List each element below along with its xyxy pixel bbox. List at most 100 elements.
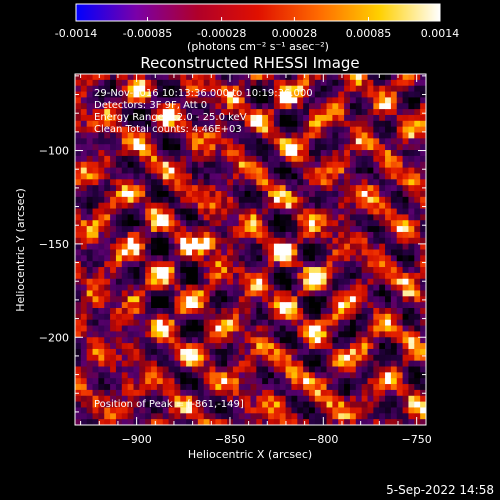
heatmap-cell: [355, 79, 363, 87]
heatmap-cell: [320, 179, 327, 186]
heatmap-cell: [385, 144, 392, 151]
heatmap-cell: [174, 343, 181, 350]
heatmap-cell: [303, 103, 310, 110]
heatmap-cell: [332, 267, 339, 274]
heatmap-cell: [180, 79, 187, 87]
heatmap-cell: [256, 74, 263, 81]
heatmap-cell: [332, 296, 339, 303]
heatmap-cell: [209, 395, 216, 402]
heatmap-cell: [355, 208, 363, 215]
heatmap-cell: [349, 103, 357, 110]
heatmap-cell: [232, 378, 240, 385]
heatmap-cell: [320, 249, 327, 256]
heatmap-cell: [168, 231, 175, 239]
heatmap-cell: [232, 372, 240, 379]
heatmap-cell: [186, 407, 193, 414]
heatmap-cell: [145, 226, 152, 233]
heatmap-cell: [396, 267, 403, 274]
heatmap-cell: [86, 395, 93, 402]
heatmap-cell: [162, 155, 169, 163]
heatmap-cell: [203, 231, 210, 239]
heatmap-cell: [420, 150, 426, 157]
heatmap-cell: [408, 202, 415, 209]
heatmap-cell: [279, 419, 286, 425]
heatmap-cell: [156, 302, 164, 309]
heatmap-cell: [332, 138, 339, 145]
heatmap-cell: [256, 114, 263, 122]
heatmap-cell: [256, 237, 263, 245]
heatmap-cell: [80, 331, 88, 338]
heatmap-cell: [227, 255, 234, 262]
heatmap-cell: [349, 74, 357, 81]
heatmap-cell: [250, 366, 257, 373]
heatmap-cell: [115, 419, 123, 425]
heatmap-cell: [332, 161, 339, 168]
heatmap-cell: [162, 308, 169, 315]
heatmap-cell: [186, 97, 193, 104]
heatmap-cell: [309, 249, 316, 256]
heatmap-cell: [145, 343, 152, 350]
heatmap-cell: [110, 132, 117, 139]
heatmap-cell: [402, 161, 409, 168]
heatmap-cell: [98, 378, 105, 385]
heatmap-cell: [332, 97, 339, 104]
heatmap-cell: [180, 74, 187, 81]
heatmap-cell: [273, 395, 281, 402]
heatmap-cell: [162, 348, 169, 356]
heatmap-cell: [297, 272, 304, 280]
heatmap-cell: [215, 74, 222, 81]
heatmap-cell: [156, 109, 164, 116]
heatmap-cell: [414, 167, 421, 174]
heatmap-cell: [86, 413, 93, 420]
heatmap-cell: [303, 360, 310, 367]
heatmap-cell: [133, 261, 140, 268]
heatmap-cell: [115, 144, 123, 151]
heatmap-cell: [309, 161, 316, 168]
heatmap-cell: [408, 144, 415, 151]
heatmap-cell: [332, 348, 339, 356]
heatmap-cell: [320, 132, 327, 139]
heatmap-cell: [355, 354, 363, 362]
heatmap-cell: [121, 290, 129, 297]
heatmap-cell: [215, 202, 222, 209]
heatmap-cell: [186, 155, 193, 163]
heatmap-cell: [215, 302, 222, 309]
heatmap-cell: [75, 378, 82, 385]
heatmap-cell: [355, 220, 363, 227]
heatmap-cell: [379, 220, 386, 227]
heatmap-cell: [92, 384, 99, 391]
heatmap-cell: [151, 179, 158, 186]
heatmap-cell: [373, 267, 380, 274]
heatmap-cell: [121, 261, 129, 268]
heatmap-cell: [98, 202, 105, 209]
heatmap-cell: [121, 185, 129, 192]
heatmap-cell: [402, 114, 409, 122]
heatmap-cell: [367, 126, 374, 133]
heatmap-cell: [110, 389, 117, 397]
heatmap-cell: [291, 419, 298, 425]
heatmap-cell: [197, 343, 205, 350]
heatmap-cell: [344, 120, 351, 128]
heatmap-cell: [291, 319, 298, 326]
heatmap-cell: [309, 226, 316, 233]
heatmap-cell: [133, 126, 140, 133]
heatmap-cell: [221, 395, 228, 402]
heatmap-cell: [297, 120, 304, 128]
heatmap-cell: [215, 155, 222, 163]
heatmap-cell: [151, 284, 158, 291]
heatmap-cell: [285, 290, 292, 297]
heatmap-cell: [390, 208, 398, 215]
heatmap-cell: [285, 185, 292, 192]
heatmap-cell: [402, 308, 409, 315]
heatmap-cell: [279, 220, 286, 227]
heatmap-cell: [75, 161, 82, 168]
heatmap-cell: [197, 220, 205, 227]
heatmap-cell: [332, 407, 339, 414]
heatmap-cell: [127, 173, 134, 180]
heatmap-cell: [121, 144, 129, 151]
heatmap-cell: [361, 132, 368, 139]
heatmap-cell: [303, 354, 310, 362]
heatmap-cell: [285, 109, 292, 116]
heatmap-cell: [133, 360, 140, 367]
heatmap-cell: [338, 325, 345, 332]
